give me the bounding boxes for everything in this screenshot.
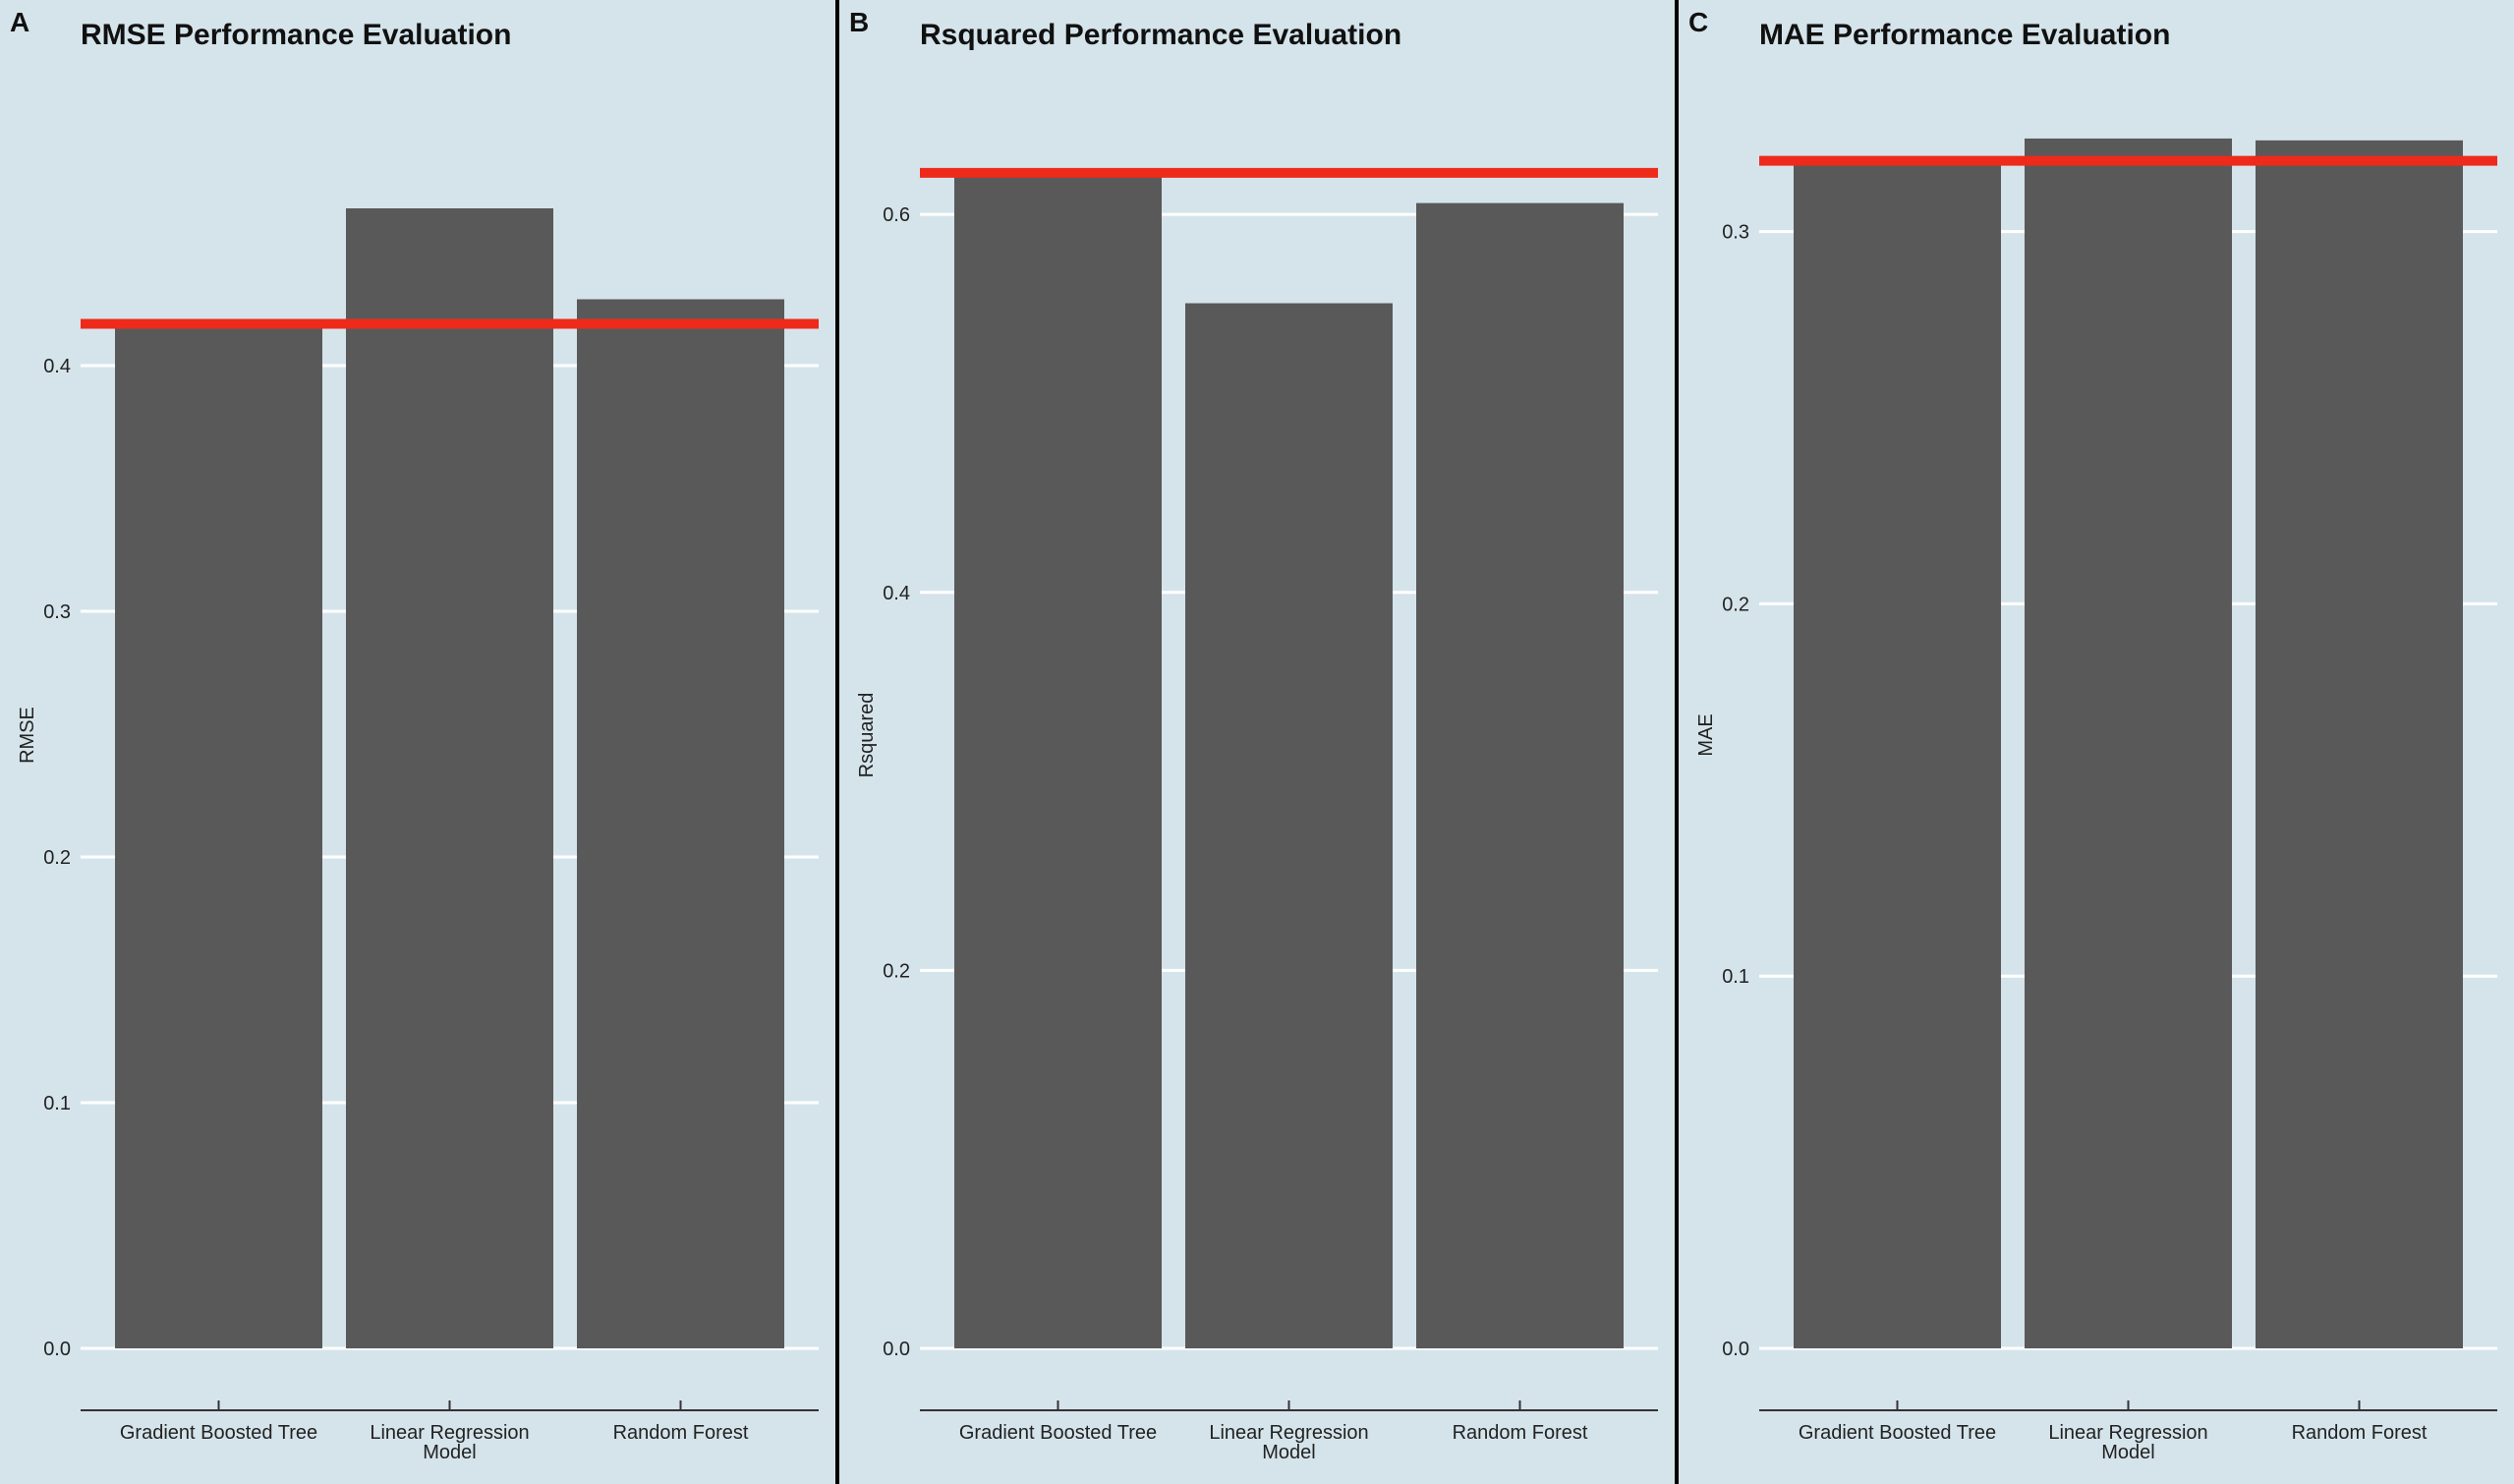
y-tick-label: 0.3 bbox=[1722, 222, 1749, 244]
bar-2 bbox=[2025, 138, 2232, 1348]
panel-letter: C bbox=[1688, 7, 1708, 37]
category-label: Linear Regression Model bbox=[1209, 1422, 1368, 1463]
category-label: Random Forest bbox=[613, 1422, 749, 1444]
panel-letter: B bbox=[849, 7, 869, 37]
y-tick-label: 0.1 bbox=[43, 1093, 71, 1114]
y-tick-label: 0.0 bbox=[1722, 1339, 1749, 1360]
panel-a: 0.0 0.1 0.2 0.3 0.4 Gradient Boosted Tree Line… bbox=[0, 0, 835, 1484]
bar-2 bbox=[346, 208, 553, 1348]
category-label: Random Forest bbox=[2292, 1422, 2428, 1444]
y-tick-label: 0.4 bbox=[883, 583, 910, 604]
bar-1 bbox=[1794, 160, 2001, 1349]
y-tick-label: 0.2 bbox=[43, 847, 71, 869]
category-label: Linear Regression Model bbox=[2048, 1422, 2207, 1463]
chart-title: RMSE Performance Evaluation bbox=[81, 19, 511, 51]
chart-title: Rsquared Performance Evaluation bbox=[920, 19, 1401, 51]
category-label: Gradient Boosted Tree bbox=[959, 1422, 1157, 1444]
y-axis-label: Rsquared bbox=[856, 693, 878, 778]
category-label: Linear Regression Model bbox=[370, 1422, 529, 1463]
y-tick-label: 0.2 bbox=[1722, 594, 1749, 615]
bar-3 bbox=[577, 299, 784, 1348]
panel-b: 0.0 0.2 0.4 0.6 Gradient Boosted Tree Linear … bbox=[839, 0, 1675, 1484]
category-label: Gradient Boosted Tree bbox=[1799, 1422, 1996, 1444]
panel-letter: A bbox=[10, 7, 29, 37]
y-axis-label: RMSE bbox=[17, 707, 38, 764]
bar-2 bbox=[1185, 303, 1393, 1348]
category-label: Gradient Boosted Tree bbox=[120, 1422, 317, 1444]
bar-1 bbox=[115, 321, 322, 1348]
y-tick-label: 0.6 bbox=[883, 204, 910, 226]
category-label: Random Forest bbox=[1453, 1422, 1588, 1444]
bar-3 bbox=[2256, 140, 2463, 1348]
y-tick-label: 0.2 bbox=[883, 960, 910, 982]
bar-1 bbox=[954, 172, 1162, 1348]
y-axis-label: MAE bbox=[1695, 713, 1717, 756]
y-tick-label: 0.3 bbox=[43, 601, 71, 623]
y-tick-label: 0.4 bbox=[43, 356, 71, 377]
y-tick-label: 0.1 bbox=[1722, 966, 1749, 988]
panel-c: 0.0 0.1 0.2 0.3 Gradient Boosted Tree Linear … bbox=[1679, 0, 2514, 1484]
y-tick-label: 0.0 bbox=[43, 1339, 71, 1360]
y-tick-label: 0.0 bbox=[883, 1339, 910, 1360]
bar-3 bbox=[1416, 202, 1624, 1349]
chart-title: MAE Performance Evaluation bbox=[1759, 19, 2170, 51]
